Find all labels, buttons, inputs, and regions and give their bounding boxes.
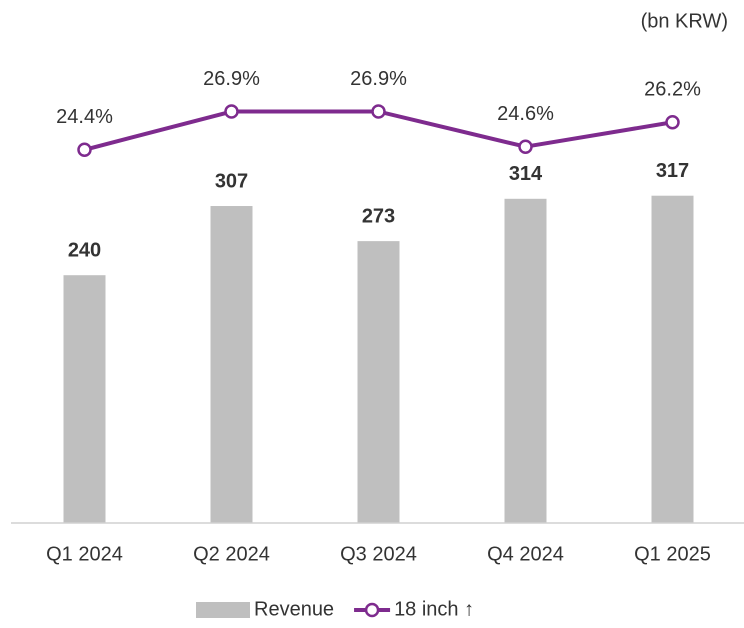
line-value-label: 26.9% [350,68,407,90]
line-marker [665,114,680,130]
line-value-label: 24.4% [56,106,113,128]
bar-value-label: 240 [68,239,101,261]
bar-value-label: 307 [215,170,248,192]
x-tick-label: Q3 2024 [340,543,417,565]
bar [63,275,106,523]
legend-swatch [196,602,250,618]
line-marker [224,104,239,119]
unit-label: (bn KRW) [641,10,728,32]
x-tick-label: Q2 2024 [193,543,270,565]
bar [504,198,547,524]
line-value-label: 26.9% [203,68,260,90]
bar [357,241,400,523]
bar-value-label: 317 [656,160,689,182]
legend-marker [364,602,380,618]
legend-label: 18 inch ↑ [394,598,474,620]
line-marker [371,104,386,119]
x-tick-label: Q1 2025 [634,543,711,565]
bar-value-label: 273 [362,205,395,227]
x-tick-label: Q1 2024 [46,543,123,565]
x-tick-label: Q4 2024 [487,543,564,565]
bar [210,206,253,523]
bar [651,195,694,523]
line-marker [518,139,533,154]
bar-value-label: 314 [509,163,543,185]
line-marker [77,142,92,158]
legend-label: Revenue [254,598,334,620]
line-value-label: 26.2% [644,79,701,101]
line-value-label: 24.6% [497,103,554,125]
